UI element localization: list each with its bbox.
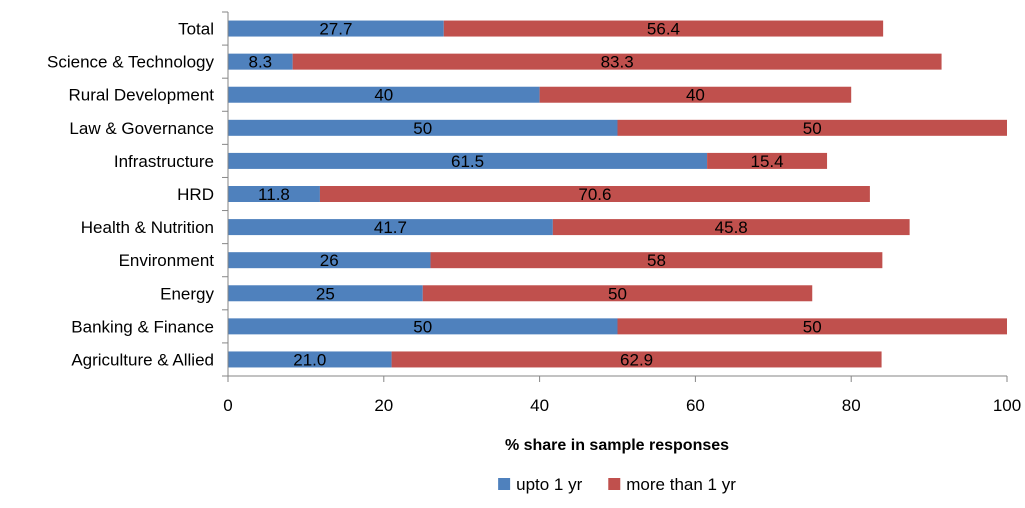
data-label: 61.5 — [451, 152, 484, 171]
bar-segment-upto-1-yr — [228, 152, 708, 169]
data-label: 15.4 — [751, 152, 784, 171]
category-label: Science & Technology — [47, 53, 214, 72]
data-label: 50 — [413, 317, 432, 336]
bar-segment-more-than-1-yr — [443, 20, 884, 37]
data-label: 83.3 — [601, 53, 634, 72]
legend-swatch — [498, 478, 511, 490]
bar-segment-more-than-1-yr — [539, 86, 852, 103]
x-axis-title: % share in sample responses — [505, 437, 729, 454]
bar-segment-upto-1-yr — [228, 252, 431, 269]
data-label: 50 — [608, 284, 627, 303]
bars-layer — [228, 20, 1007, 368]
data-label: 62.9 — [620, 350, 653, 369]
bar-segment-more-than-1-yr — [430, 252, 883, 269]
bar-segment-upto-1-yr — [228, 53, 293, 70]
bar-segment-upto-1-yr — [228, 86, 540, 103]
bar-segment-more-than-1-yr — [319, 186, 870, 202]
bar-segment-upto-1-yr — [228, 20, 444, 37]
axes-layer — [222, 11, 1008, 382]
bar-segment-upto-1-yr — [228, 119, 618, 136]
data-label: 50 — [803, 317, 822, 336]
data-label: 8.3 — [249, 53, 273, 72]
category-label: HRD — [177, 185, 214, 204]
data-labels-layer: 27.7 56.4 8.3 83.3 40 40 50 50 61.5 15.4 11.8 70.6 4… — [249, 20, 822, 370]
x-tick-label: 0 — [223, 396, 232, 415]
category-label: Total — [178, 20, 214, 39]
bar-segment-more-than-1-yr — [707, 152, 828, 169]
data-label: 58 — [647, 251, 666, 270]
data-label: 50 — [413, 119, 432, 138]
category-label: Infrastructure — [114, 152, 214, 171]
tick-labels-layer: 0 20 40 60 80 100 — [223, 396, 1021, 415]
category-label: Agriculture & Allied — [71, 350, 214, 369]
bar-segment-upto-1-yr — [228, 351, 392, 368]
data-label: 56.4 — [647, 20, 680, 39]
bar-segment-upto-1-yr — [228, 186, 320, 202]
bar-segment-upto-1-yr — [228, 318, 618, 335]
x-tick-label: 20 — [374, 396, 393, 415]
category-label: Energy — [160, 284, 214, 303]
data-label: 50 — [803, 119, 822, 138]
category-label: Health & Nutrition — [81, 218, 214, 237]
category-label: Environment — [119, 251, 215, 270]
bar-segment-more-than-1-yr — [422, 285, 813, 302]
data-label: 40 — [374, 86, 393, 105]
data-label: 40 — [686, 86, 705, 105]
category-label: Banking & Finance — [71, 317, 214, 336]
data-label: 25 — [316, 284, 335, 303]
bar-segment-more-than-1-yr — [552, 219, 910, 236]
legend-label: upto 1 yr — [516, 475, 582, 494]
category-label: Law & Governance — [69, 119, 214, 138]
category-labels-layer: Total Science & Technology Rural Developme… — [47, 20, 214, 370]
data-label: 27.7 — [319, 20, 352, 39]
x-tick-label: 80 — [842, 396, 861, 415]
data-label: 26 — [320, 251, 339, 270]
data-label: 70.6 — [578, 185, 611, 204]
legend: upto 1 yr more than 1 yr — [498, 475, 736, 494]
legend-swatch — [608, 478, 621, 490]
data-label: 41.7 — [374, 218, 407, 237]
bar-segment-more-than-1-yr — [292, 53, 942, 70]
bar-segment-more-than-1-yr — [391, 351, 882, 368]
x-tick-label: 100 — [993, 396, 1021, 415]
bar-segment-upto-1-yr — [228, 219, 553, 236]
bar-segment-more-than-1-yr — [617, 119, 1007, 136]
data-label: 21.0 — [293, 350, 326, 369]
data-label: 11.8 — [258, 185, 290, 204]
category-label: Rural Development — [68, 86, 214, 105]
legend-label: more than 1 yr — [626, 475, 736, 494]
x-tick-label: 60 — [686, 396, 705, 415]
x-tick-label: 40 — [530, 396, 549, 415]
bar-segment-more-than-1-yr — [617, 318, 1007, 335]
bar-segment-upto-1-yr — [228, 285, 423, 302]
data-label: 45.8 — [715, 218, 748, 237]
